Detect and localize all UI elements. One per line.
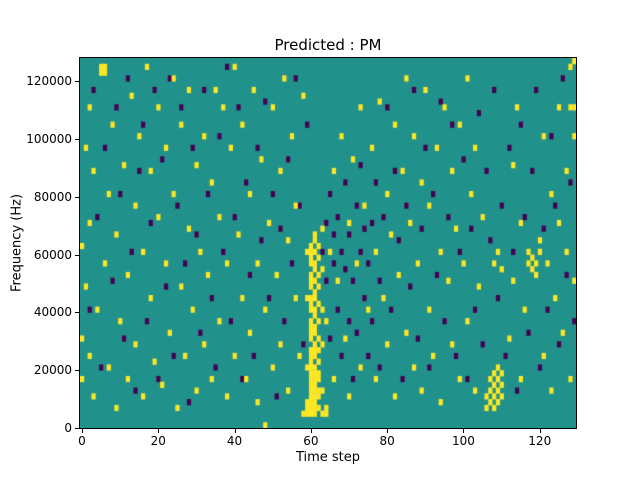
- y-tick-mark: [75, 312, 79, 314]
- x-tick-label: 100: [451, 434, 475, 448]
- x-tick-mark: [539, 429, 541, 433]
- x-tick-mark: [387, 429, 389, 433]
- y-tick-label: 100000: [26, 131, 72, 146]
- x-tick-label: 20: [150, 434, 166, 448]
- y-tick-mark: [75, 138, 79, 140]
- y-axis-label: Frequency (Hz): [9, 193, 25, 293]
- y-tick-mark: [75, 81, 79, 83]
- y-tick-label: 80000: [33, 189, 72, 204]
- y-tick-mark: [75, 196, 79, 198]
- x-tick-mark: [310, 429, 312, 433]
- y-tick-label: 120000: [26, 74, 72, 89]
- x-tick-label: 40: [226, 434, 243, 448]
- y-tick-mark: [75, 370, 79, 372]
- x-tick-mark: [234, 429, 236, 433]
- y-tick-label: 0: [64, 421, 72, 435]
- x-axis-label: Time step: [295, 450, 361, 465]
- x-tick-mark: [463, 429, 465, 433]
- y-tick-mark: [75, 428, 79, 429]
- y-tick-label: 20000: [33, 363, 72, 378]
- x-tick-mark: [81, 429, 83, 433]
- x-tick-label: 80: [379, 434, 395, 448]
- x-tick-label: 60: [303, 434, 319, 448]
- heatmap-canvas: [79, 57, 577, 429]
- x-tick-mark: [158, 429, 160, 433]
- x-tick-label: 120: [528, 434, 552, 448]
- y-tick-mark: [75, 254, 79, 256]
- y-tick-label: 60000: [33, 247, 72, 262]
- x-tick-label: 0: [78, 434, 86, 448]
- y-tick-label: 40000: [33, 305, 72, 320]
- chart-title: Predicted : PM: [274, 36, 382, 54]
